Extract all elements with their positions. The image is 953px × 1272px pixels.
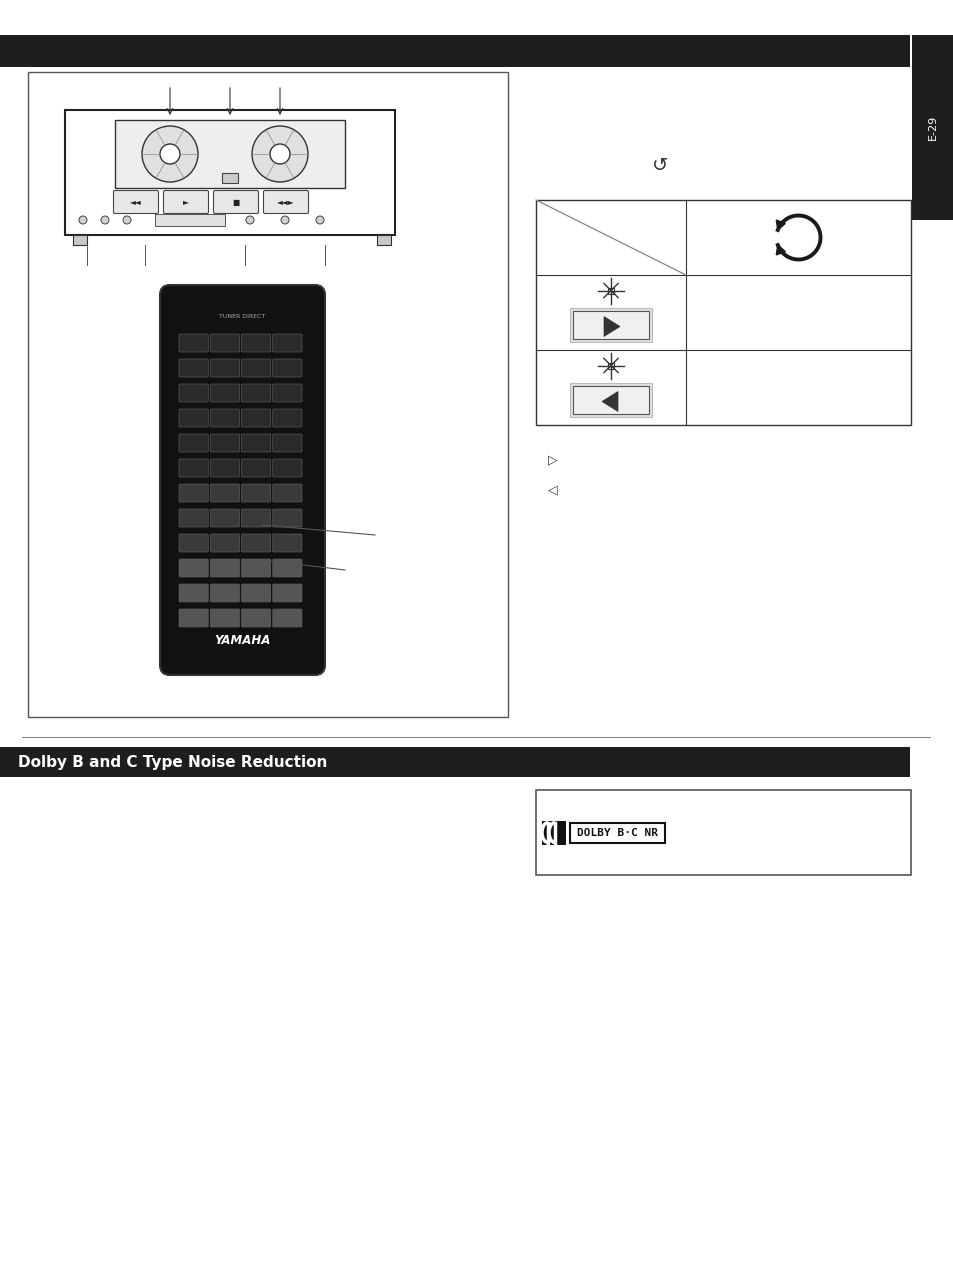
Bar <box>573 310 648 338</box>
FancyBboxPatch shape <box>179 384 208 402</box>
FancyBboxPatch shape <box>179 558 208 577</box>
FancyBboxPatch shape <box>273 335 302 352</box>
FancyBboxPatch shape <box>241 410 271 427</box>
FancyBboxPatch shape <box>210 335 239 352</box>
FancyBboxPatch shape <box>273 558 302 577</box>
Text: ◁: ◁ <box>547 483 558 496</box>
FancyBboxPatch shape <box>179 509 208 527</box>
Bar <box>376 235 391 245</box>
FancyBboxPatch shape <box>273 459 302 477</box>
FancyBboxPatch shape <box>210 410 239 427</box>
FancyBboxPatch shape <box>179 609 208 627</box>
Text: ▷: ▷ <box>547 454 558 467</box>
Bar <box>0 36 909 67</box>
Text: ►: ► <box>183 197 189 206</box>
FancyBboxPatch shape <box>273 384 302 402</box>
FancyBboxPatch shape <box>241 609 271 627</box>
Circle shape <box>123 216 131 224</box>
Polygon shape <box>776 220 784 230</box>
Circle shape <box>79 216 87 224</box>
Text: TUNER DIRECT: TUNER DIRECT <box>219 314 265 319</box>
FancyBboxPatch shape <box>241 459 271 477</box>
Circle shape <box>252 126 308 182</box>
FancyBboxPatch shape <box>241 359 271 377</box>
FancyBboxPatch shape <box>179 410 208 427</box>
Bar <box>607 363 614 369</box>
FancyBboxPatch shape <box>179 434 208 452</box>
FancyBboxPatch shape <box>273 609 302 627</box>
Text: DOLBY B·C NR: DOLBY B·C NR <box>577 828 658 837</box>
FancyBboxPatch shape <box>273 410 302 427</box>
Text: ↺: ↺ <box>651 155 667 174</box>
Polygon shape <box>776 245 784 254</box>
Bar <box>0 747 909 777</box>
Circle shape <box>160 144 180 164</box>
Bar <box>65 109 395 235</box>
FancyBboxPatch shape <box>273 434 302 452</box>
FancyBboxPatch shape <box>179 534 208 552</box>
FancyBboxPatch shape <box>273 584 302 602</box>
Circle shape <box>142 126 198 182</box>
FancyBboxPatch shape <box>210 459 239 477</box>
Text: E-29: E-29 <box>927 114 937 140</box>
FancyBboxPatch shape <box>241 509 271 527</box>
Bar <box>28 73 507 717</box>
Bar <box>569 383 651 416</box>
FancyBboxPatch shape <box>263 191 308 214</box>
Circle shape <box>270 144 290 164</box>
FancyBboxPatch shape <box>210 384 239 402</box>
FancyBboxPatch shape <box>241 434 271 452</box>
Bar <box>222 173 237 183</box>
FancyBboxPatch shape <box>179 335 208 352</box>
Bar <box>536 790 910 875</box>
FancyBboxPatch shape <box>273 359 302 377</box>
FancyBboxPatch shape <box>210 584 239 602</box>
Bar <box>115 120 345 188</box>
FancyBboxPatch shape <box>179 359 208 377</box>
Bar <box>569 823 664 842</box>
Circle shape <box>101 216 109 224</box>
Polygon shape <box>603 317 619 337</box>
Bar <box>536 200 910 425</box>
Bar <box>154 214 225 226</box>
FancyBboxPatch shape <box>273 534 302 552</box>
FancyBboxPatch shape <box>273 485 302 502</box>
FancyBboxPatch shape <box>210 434 239 452</box>
FancyBboxPatch shape <box>210 534 239 552</box>
FancyBboxPatch shape <box>273 509 302 527</box>
Text: ■: ■ <box>233 197 239 206</box>
Bar <box>569 308 651 341</box>
Bar <box>541 820 565 845</box>
Circle shape <box>246 216 253 224</box>
Text: ◄◄►: ◄◄► <box>277 197 294 206</box>
Circle shape <box>281 216 289 224</box>
Text: ◄◄: ◄◄ <box>130 197 142 206</box>
Bar <box>73 235 87 245</box>
FancyBboxPatch shape <box>241 384 271 402</box>
Bar <box>573 385 648 413</box>
FancyBboxPatch shape <box>241 335 271 352</box>
FancyBboxPatch shape <box>210 359 239 377</box>
FancyBboxPatch shape <box>179 459 208 477</box>
FancyBboxPatch shape <box>210 609 239 627</box>
FancyBboxPatch shape <box>179 584 208 602</box>
FancyBboxPatch shape <box>241 485 271 502</box>
Text: YAMAHA: YAMAHA <box>214 633 271 646</box>
FancyBboxPatch shape <box>210 558 239 577</box>
FancyBboxPatch shape <box>160 285 325 675</box>
FancyBboxPatch shape <box>241 534 271 552</box>
Circle shape <box>315 216 324 224</box>
FancyBboxPatch shape <box>241 558 271 577</box>
Bar <box>911 36 953 220</box>
FancyBboxPatch shape <box>113 191 158 214</box>
Bar <box>607 287 614 294</box>
FancyBboxPatch shape <box>210 485 239 502</box>
FancyBboxPatch shape <box>213 191 258 214</box>
FancyBboxPatch shape <box>163 191 209 214</box>
FancyBboxPatch shape <box>210 509 239 527</box>
Text: Dolby B and C Type Noise Reduction: Dolby B and C Type Noise Reduction <box>18 754 327 770</box>
Polygon shape <box>601 392 618 412</box>
FancyBboxPatch shape <box>241 584 271 602</box>
FancyBboxPatch shape <box>179 485 208 502</box>
